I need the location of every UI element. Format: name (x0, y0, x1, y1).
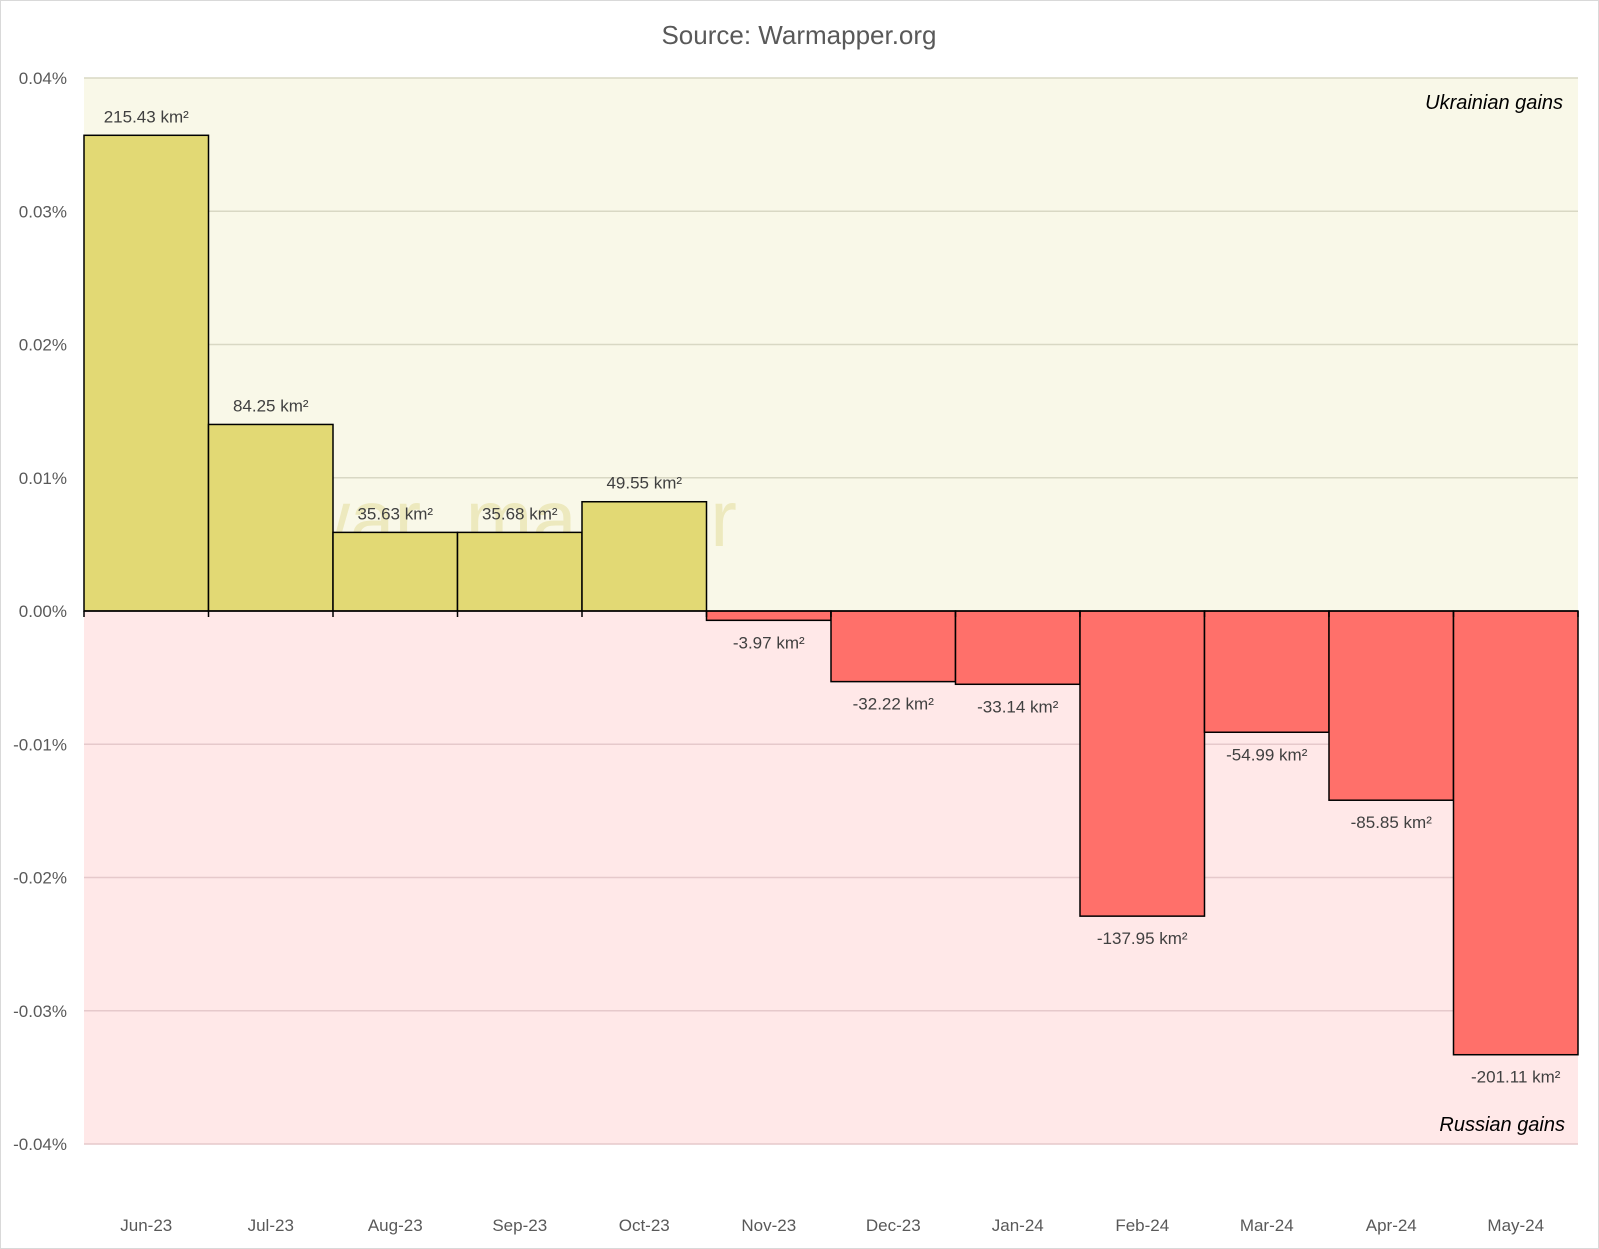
data-labels: 215.43 km² 84.25 km² 35.63 km² 35.68 km² 49.… (104, 107, 1561, 1086)
x-category-label: Feb-24 (1115, 1216, 1169, 1235)
data-label: -54.99 km² (1226, 745, 1308, 764)
x-category-label: Oct-23 (619, 1216, 670, 1235)
x-category-label: Jul-23 (248, 1216, 294, 1235)
x-category-label: Dec-23 (866, 1216, 921, 1235)
data-label: -137.95 km² (1097, 929, 1188, 948)
bar (830, 610, 957, 683)
y-tick-label: 0.02% (19, 336, 67, 355)
bar (581, 500, 708, 612)
y-tick-label: 0.03% (19, 202, 67, 221)
data-label: -3.97 km² (733, 633, 805, 652)
bar (83, 134, 210, 612)
data-label: -85.85 km² (1351, 813, 1433, 832)
x-axis-category-labels: Jun-23 Jul-23 Aug-23 Sep-23 Oct-23 Nov-23 Dec-… (120, 1216, 1544, 1235)
x-category-label: May-24 (1487, 1216, 1544, 1235)
x-category-label: Nov-23 (741, 1216, 796, 1235)
bar (1328, 610, 1455, 801)
data-label: 49.55 km² (606, 474, 682, 493)
bar (207, 423, 334, 612)
y-tick-label: -0.01% (13, 735, 67, 754)
x-category-label: Sep-23 (492, 1216, 547, 1235)
bar (456, 531, 583, 612)
x-axis (83, 610, 1579, 617)
data-label: -32.22 km² (853, 695, 935, 714)
y-tick-label: -0.03% (13, 1002, 67, 1021)
data-label: 35.63 km² (357, 504, 433, 523)
x-category-label: Mar-24 (1240, 1216, 1294, 1235)
y-tick-label: -0.02% (13, 869, 67, 888)
x-category-label: Jun-23 (120, 1216, 172, 1235)
bar (1452, 610, 1579, 1056)
data-label: -33.14 km² (977, 697, 1059, 716)
bar (332, 531, 459, 612)
data-label: -201.11 km² (1471, 1068, 1561, 1087)
data-label: 35.68 km² (482, 504, 558, 523)
data-label: 215.43 km² (104, 107, 189, 126)
y-tick-label: 0.04% (19, 69, 67, 88)
bars (83, 134, 1579, 1056)
bar (1079, 610, 1206, 917)
chart-title: Source: Warmapper.org (661, 20, 936, 50)
data-label: 84.25 km² (233, 396, 309, 415)
bar (705, 610, 832, 622)
y-axis-ticks: 0.04% 0.03% 0.02% 0.01% 0.00% -0.01% -0.02% -0.… (13, 69, 67, 1154)
x-category-label: Apr-24 (1366, 1216, 1417, 1235)
y-tick-label: 0.00% (19, 602, 67, 621)
bar (1203, 610, 1330, 734)
russian-gains-label: Russian gains (1439, 1114, 1565, 1136)
bar (954, 610, 1081, 686)
ukrainian-gains-label: Ukrainian gains (1425, 92, 1563, 114)
x-category-label: Jan-24 (992, 1216, 1044, 1235)
y-tick-label: -0.04% (13, 1135, 67, 1154)
y-tick-label: 0.01% (19, 469, 67, 488)
x-category-label: Aug-23 (368, 1216, 423, 1235)
